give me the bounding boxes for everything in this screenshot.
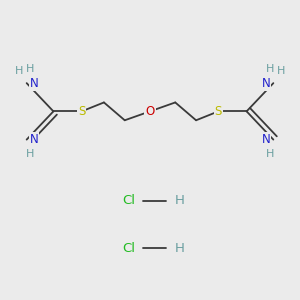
Text: O: O — [146, 105, 154, 118]
Text: S: S — [78, 105, 85, 118]
Text: N: N — [262, 133, 270, 146]
Text: H: H — [266, 64, 275, 74]
Text: H: H — [26, 149, 34, 159]
Text: H: H — [277, 66, 285, 76]
Text: H: H — [175, 242, 185, 255]
Text: N: N — [262, 76, 270, 90]
Text: Cl: Cl — [123, 242, 136, 255]
Text: S: S — [215, 105, 222, 118]
Text: Cl: Cl — [123, 194, 136, 207]
Text: H: H — [26, 64, 34, 74]
Text: N: N — [30, 133, 38, 146]
Text: H: H — [266, 149, 275, 159]
Text: H: H — [175, 194, 185, 207]
Text: N: N — [30, 76, 38, 90]
Text: H: H — [15, 66, 23, 76]
